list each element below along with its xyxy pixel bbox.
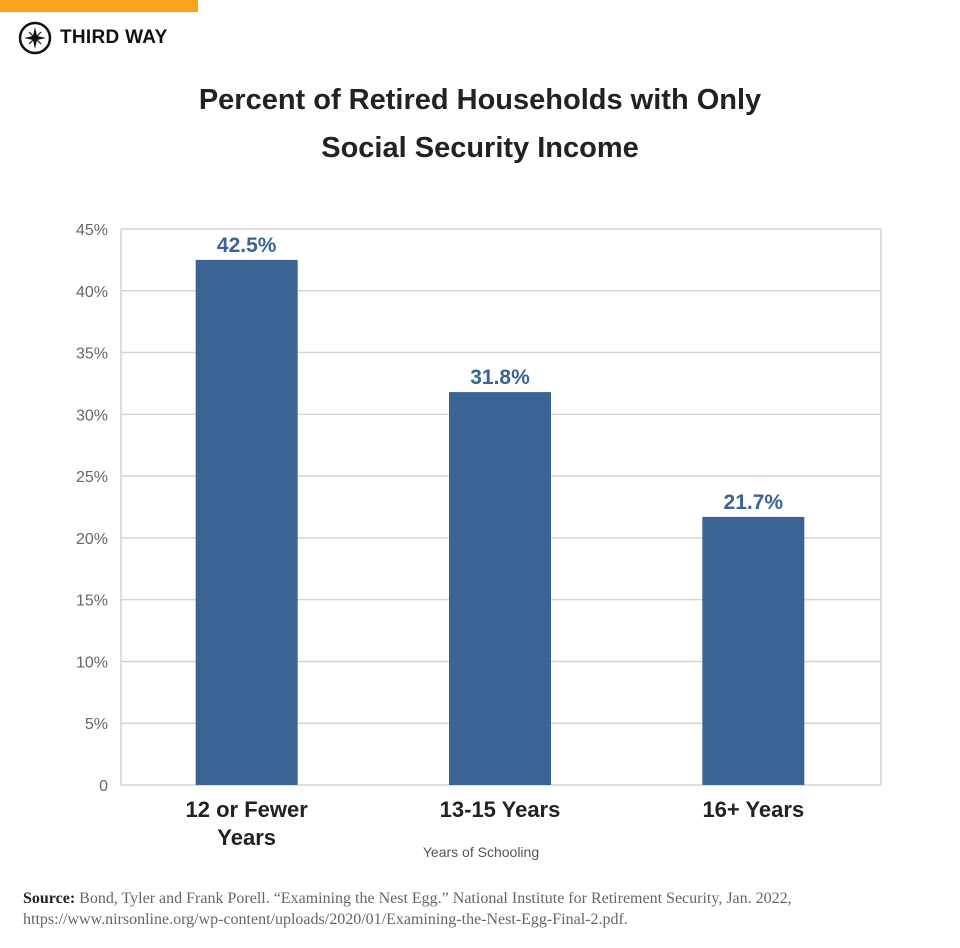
source-label: Source: (23, 890, 76, 907)
y-tick-label: 35% (76, 346, 108, 363)
bar (702, 516, 805, 785)
y-tick-label: 5% (85, 716, 108, 733)
data-label: 42.5% (217, 234, 277, 257)
x-tick-label: Years (217, 825, 276, 850)
x-tick-label: 12 or Fewer (186, 797, 309, 822)
data-label: 31.8% (470, 366, 530, 389)
y-tick-label: 0 (99, 778, 108, 795)
compass-icon (18, 21, 52, 55)
logo-text: THIRD WAY (60, 27, 168, 48)
x-tick-label: 16+ Years (702, 797, 804, 822)
chart-title: Percent of Retired Households with Only … (0, 76, 960, 172)
source-note: Source: Bond, Tyler and Frank Porell. “E… (23, 888, 953, 930)
chart-title-line: Social Security Income (321, 132, 639, 164)
y-tick-label: 40% (76, 284, 108, 301)
y-tick-label: 10% (76, 654, 108, 671)
y-tick-label: 25% (76, 469, 108, 486)
x-axis-title: Years of Schooling (423, 844, 539, 860)
bar (449, 392, 551, 785)
y-tick-label: 20% (76, 531, 108, 548)
brand-accent-bar (0, 0, 198, 12)
source-text: Bond, Tyler and Frank Porell. “Examining… (23, 890, 792, 928)
data-label: 21.7% (724, 491, 784, 514)
y-tick-label: 45% (76, 222, 108, 239)
third-way-logo: THIRD WAY (18, 21, 168, 55)
x-tick-label: 13-15 Years (440, 797, 561, 822)
bar (195, 259, 298, 785)
y-tick-label: 30% (76, 407, 108, 424)
chart-title-line: Percent of Retired Households with Only (198, 84, 762, 116)
y-tick-label: 15% (76, 593, 108, 610)
